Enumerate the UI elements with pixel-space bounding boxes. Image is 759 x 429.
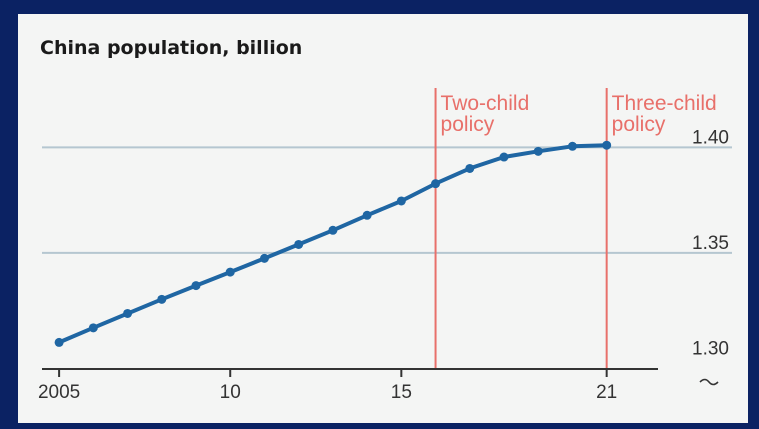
- policy-label-2-line-1: Three-child: [612, 92, 717, 115]
- y-tick-label-1.40: 1.40: [692, 127, 729, 148]
- data-point-2019: [533, 146, 543, 156]
- data-point-2014: [362, 210, 372, 220]
- data-point-2005: [54, 337, 64, 347]
- population-series: [54, 140, 612, 347]
- data-point-2017: [465, 163, 475, 173]
- data-point-2011: [259, 253, 269, 263]
- policy-label-1-line-1: Two-child: [441, 92, 530, 115]
- x-tick-label-15: 15: [391, 382, 412, 403]
- data-point-2012: [294, 239, 304, 249]
- data-point-2020: [567, 141, 577, 151]
- y-tick-label-1.35: 1.35: [692, 233, 729, 254]
- population-line: [57, 143, 609, 345]
- x-tick-label-2005: 2005: [38, 382, 80, 403]
- x-tick-label-21: 21: [596, 382, 617, 403]
- axis-break-icon: [699, 378, 719, 386]
- data-point-2015: [396, 196, 406, 206]
- data-point-2016: [431, 179, 441, 189]
- policy-label-2-line-2: policy: [612, 113, 666, 136]
- data-point-2006: [88, 323, 98, 333]
- axes: 1.30 1.35 1.40 2005 10 15 21: [38, 127, 729, 403]
- chart-panel: China population, billion Two-child polic…: [18, 14, 748, 423]
- policy-label-1-line-2: policy: [441, 113, 495, 136]
- y-tick-label-1.30: 1.30: [692, 338, 729, 359]
- data-point-2013: [328, 225, 338, 235]
- data-point-2008: [157, 294, 167, 304]
- gridlines: [42, 146, 732, 254]
- population-chart: China population, billion Two-childpolic…: [38, 37, 732, 403]
- data-point-2021: [602, 140, 612, 150]
- data-point-2010: [225, 267, 235, 277]
- x-tick-label-10: 10: [220, 382, 241, 403]
- chart-title: China population, billion: [40, 37, 302, 59]
- data-point-2018: [499, 152, 509, 162]
- data-point-2007: [123, 308, 133, 318]
- data-point-2009: [191, 281, 201, 291]
